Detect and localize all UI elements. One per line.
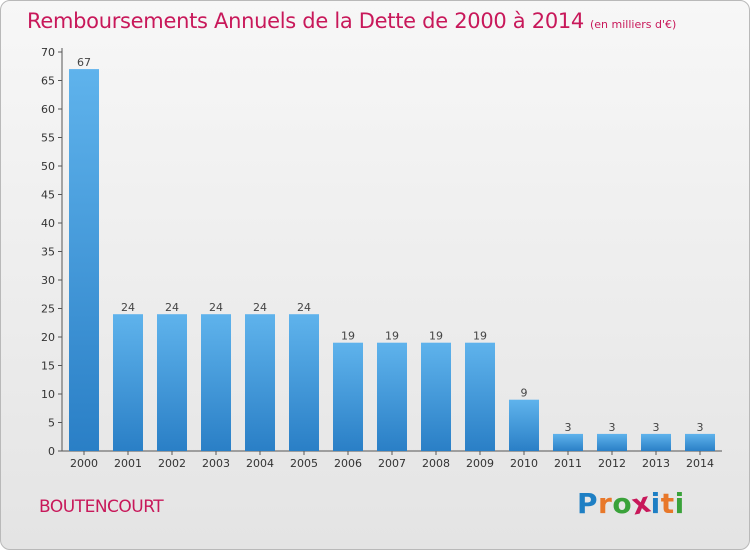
y-tick-label: 40 <box>41 217 55 230</box>
y-tick-label: 25 <box>41 303 55 316</box>
bar-2005 <box>289 314 319 451</box>
y-tick-label: 10 <box>41 388 55 401</box>
y-tick-label: 50 <box>41 160 55 173</box>
data-label: 24 <box>121 301 135 314</box>
x-tick-label: 2010 <box>510 457 538 470</box>
y-tick-label: 20 <box>41 331 55 344</box>
bar-2008 <box>421 342 451 451</box>
x-tick-label: 2001 <box>114 457 142 470</box>
data-label: 3 <box>565 421 572 434</box>
bar-2001 <box>113 314 143 451</box>
bar-2011 <box>553 433 583 451</box>
bars <box>69 69 715 451</box>
data-label: 24 <box>209 301 223 314</box>
bar-2014 <box>685 433 715 451</box>
x-tick-label: 2006 <box>334 457 362 470</box>
y-tick-label: 15 <box>41 360 55 373</box>
bar-2013 <box>641 433 671 451</box>
proxiti-logo: Proxiti <box>577 485 685 522</box>
bar-2007 <box>377 342 407 451</box>
y-tick-label: 5 <box>48 417 55 430</box>
y-tick-label: 70 <box>41 46 55 59</box>
x-tick-label: 2007 <box>378 457 406 470</box>
y-tick-label: 45 <box>41 189 55 202</box>
data-label: 19 <box>385 330 399 343</box>
y-tick-label: 55 <box>41 132 55 145</box>
bar-2010 <box>509 399 539 451</box>
data-label: 19 <box>473 330 487 343</box>
x-tick-label: 2008 <box>422 457 450 470</box>
data-label: 3 <box>609 421 616 434</box>
data-label: 9 <box>521 387 528 400</box>
x-tick-label: 2003 <box>202 457 230 470</box>
bar-2004 <box>245 314 275 451</box>
y-tick-label: 0 <box>48 445 55 458</box>
x-tick-label: 2004 <box>246 457 274 470</box>
x-tick-label: 2013 <box>642 457 670 470</box>
x-tick-label: 2005 <box>290 457 318 470</box>
data-label: 67 <box>77 56 91 69</box>
data-label: 19 <box>429 330 443 343</box>
data-label: 24 <box>165 301 179 314</box>
bar-2012 <box>597 433 627 451</box>
x-tick-label: 2012 <box>598 457 626 470</box>
x-tick-label: 2002 <box>158 457 186 470</box>
data-label: 24 <box>253 301 267 314</box>
commune-name: BOUTENCOURT <box>39 497 164 517</box>
y-tick-label: 65 <box>41 75 55 88</box>
data-labels: 67 24 24 24 24 24 19 19 19 19 9 3 3 3 3 <box>77 56 704 434</box>
bar-2003 <box>201 314 231 451</box>
x-tick-label: 2014 <box>686 457 714 470</box>
data-label: 3 <box>653 421 660 434</box>
bar-2006 <box>333 342 363 451</box>
data-label: 24 <box>297 301 311 314</box>
bar-2009 <box>465 342 495 451</box>
axes: 0 5 10 15 20 25 30 35 40 45 50 55 60 65 70 2000 2001 2002… <box>41 46 722 470</box>
data-label: 19 <box>341 330 355 343</box>
bar-2000 <box>69 69 99 451</box>
chart-title-text: Remboursements Annuels de la Dette de 20… <box>27 9 584 33</box>
y-tick-label: 30 <box>41 274 55 287</box>
x-tick-label: 2011 <box>554 457 582 470</box>
y-tick-label: 35 <box>41 246 55 259</box>
x-tick-label: 2009 <box>466 457 494 470</box>
chart-title: Remboursements Annuels de la Dette de 20… <box>27 9 676 33</box>
data-label: 3 <box>697 421 704 434</box>
y-tick-label: 60 <box>41 103 55 116</box>
chart-subtitle: (en milliers d'€) <box>590 18 677 31</box>
x-tick-label: 2000 <box>70 457 98 470</box>
bar-2002 <box>157 314 187 451</box>
